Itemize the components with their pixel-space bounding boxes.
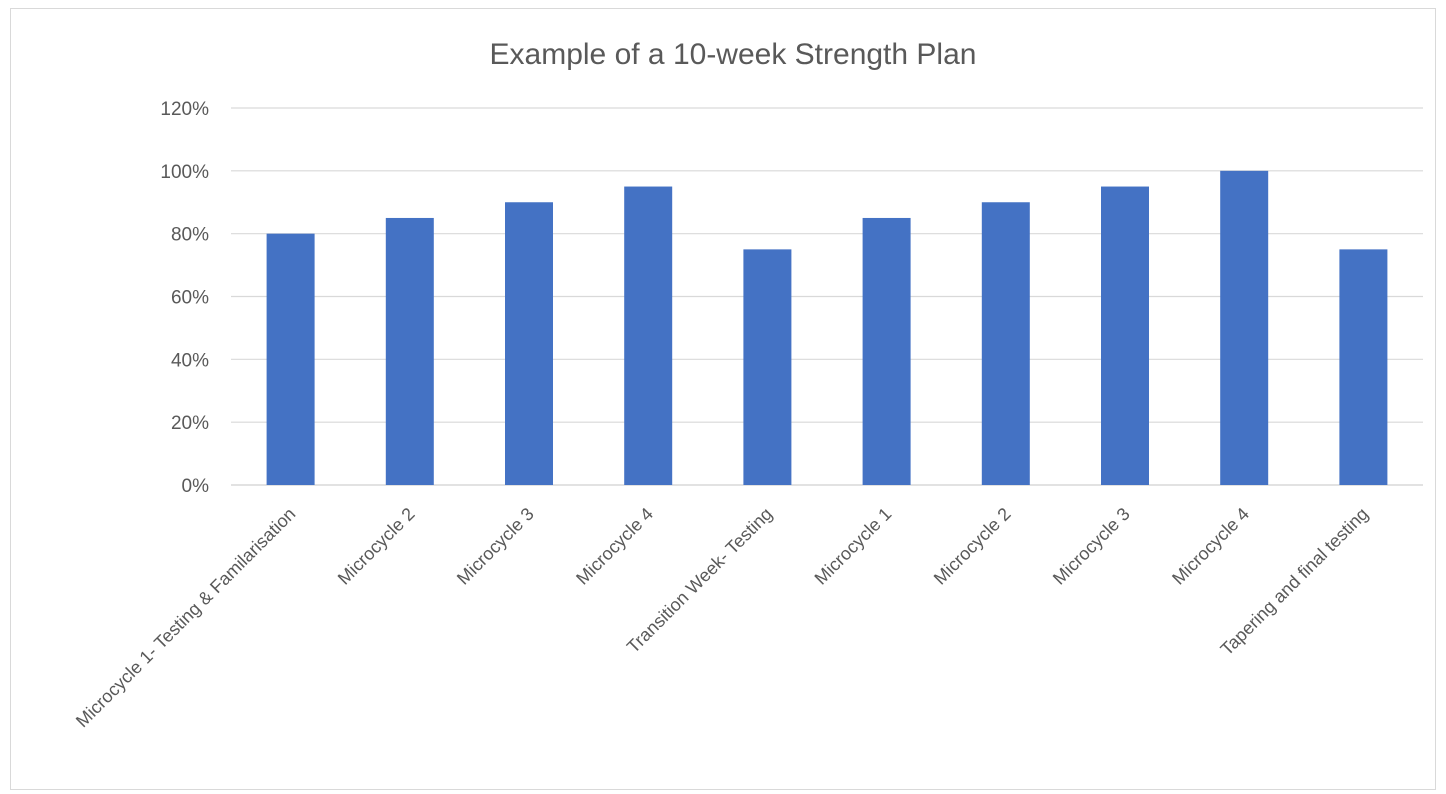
y-tick-label: 120%	[160, 99, 209, 120]
x-category-label: Microcycle 1	[811, 504, 896, 589]
x-category-label: Microcycle 4	[572, 504, 657, 589]
x-category-label: Microcycle 1- Testing & Familarisation	[72, 504, 300, 732]
y-tick-label: 40%	[171, 350, 209, 371]
bar	[505, 202, 553, 485]
bar	[743, 249, 792, 485]
x-category-label: Microcycle 4	[1168, 504, 1253, 589]
bar	[1220, 170, 1269, 486]
bar	[1101, 186, 1149, 485]
y-tick-label: 60%	[171, 288, 209, 309]
y-tick-label: 100%	[160, 162, 209, 183]
bar	[862, 217, 911, 486]
bar	[1339, 249, 1388, 485]
bar	[385, 217, 434, 486]
bar	[981, 202, 1030, 485]
x-axis-category-labels: Microcycle 1- Testing & Familarisation Mi…	[72, 504, 1372, 732]
x-category-label: Microcycle 2	[334, 504, 419, 589]
y-tick-label: 20%	[171, 413, 209, 434]
y-tick-label: 80%	[171, 225, 209, 246]
bar	[266, 233, 315, 485]
bar	[624, 186, 673, 485]
chart-frame: Example of a 10-week Strength Plan 0% 20%…	[10, 8, 1436, 790]
chart-svg: Example of a 10-week Strength Plan 0% 20%…	[72, 38, 1423, 732]
x-category-label: Microcycle 2	[930, 504, 1015, 589]
y-axis-ticks: 0% 20% 40% 60% 80% 100% 120%	[160, 99, 209, 497]
y-tick-label: 0%	[182, 476, 210, 497]
chart-title: Example of a 10-week Strength Plan	[490, 38, 977, 71]
bars	[266, 170, 1388, 486]
x-category-label: Microcycle 3	[1049, 504, 1134, 589]
x-category-label: Microcycle 3	[453, 504, 538, 589]
